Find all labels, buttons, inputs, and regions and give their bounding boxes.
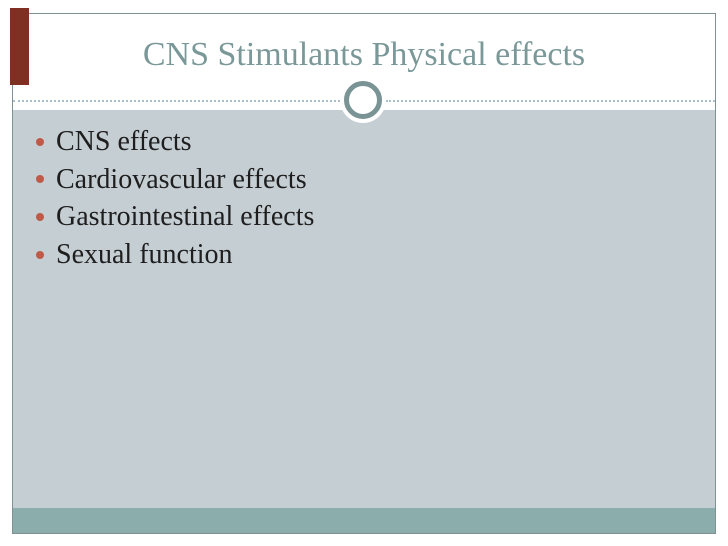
content-area: [13, 110, 715, 508]
bullet-text: CNS effects: [56, 126, 192, 157]
bullet-item: Gastrointestinal effects: [13, 198, 715, 236]
bullet-dot-icon: [36, 212, 44, 221]
bullet-item: CNS effects: [13, 123, 715, 161]
accent-tab: [10, 8, 29, 85]
bullet-item: Cardiovascular effects: [13, 161, 715, 199]
circle-ornament: [344, 81, 382, 119]
bullet-text: Sexual function: [56, 238, 233, 270]
bullet-dot-icon: [36, 175, 44, 184]
bullet-dot-icon: [36, 250, 44, 259]
bullet-dot-icon: [36, 137, 44, 146]
bullet-list: CNS effects Cardiovascular effects Gastr…: [13, 110, 715, 273]
divider-dotted-line-right: [386, 100, 715, 102]
bullet-text: Cardiovascular effects: [56, 163, 307, 195]
footer-bar: [13, 508, 715, 533]
bullet-item: Sexual function: [13, 236, 715, 274]
bullet-text: Gastrointestinal effects: [56, 201, 315, 233]
divider-dotted-line-left: [13, 100, 340, 102]
slide-title: CNS Stimulants Physical effects: [142, 36, 586, 73]
